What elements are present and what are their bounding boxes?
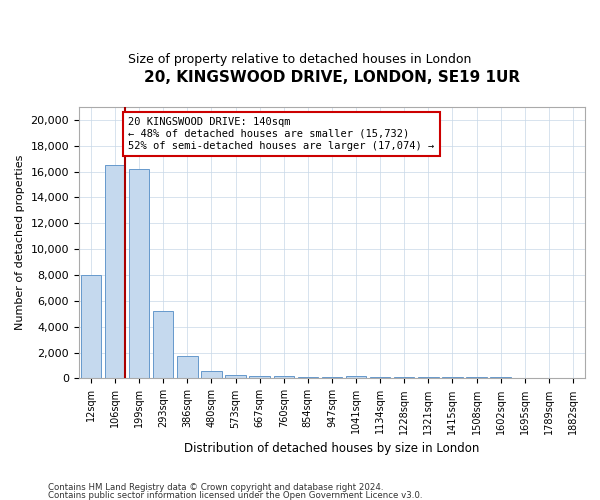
Bar <box>226 374 246 378</box>
Bar <box>274 376 294 378</box>
Bar <box>201 372 221 378</box>
X-axis label: Distribution of detached houses by size in London: Distribution of detached houses by size … <box>184 442 479 455</box>
Text: 20 KINGSWOOD DRIVE: 140sqm
← 48% of detached houses are smaller (15,732)
52% of : 20 KINGSWOOD DRIVE: 140sqm ← 48% of deta… <box>128 118 434 150</box>
Bar <box>442 377 463 378</box>
Bar <box>105 165 125 378</box>
Bar <box>298 376 318 378</box>
Text: Size of property relative to detached houses in London: Size of property relative to detached ho… <box>128 52 472 66</box>
Bar <box>370 377 391 378</box>
Text: Contains HM Land Registry data © Crown copyright and database right 2024.: Contains HM Land Registry data © Crown c… <box>48 484 383 492</box>
Bar <box>177 356 197 378</box>
Bar <box>418 377 439 378</box>
Bar <box>466 377 487 378</box>
Bar <box>153 311 173 378</box>
Y-axis label: Number of detached properties: Number of detached properties <box>15 155 25 330</box>
Text: Contains public sector information licensed under the Open Government Licence v3: Contains public sector information licen… <box>48 491 422 500</box>
Bar <box>394 377 415 378</box>
Bar <box>250 376 270 378</box>
Bar <box>322 377 342 378</box>
Bar <box>81 275 101 378</box>
Title: 20, KINGSWOOD DRIVE, LONDON, SE19 1UR: 20, KINGSWOOD DRIVE, LONDON, SE19 1UR <box>144 70 520 85</box>
Bar <box>346 376 366 378</box>
Bar <box>129 169 149 378</box>
